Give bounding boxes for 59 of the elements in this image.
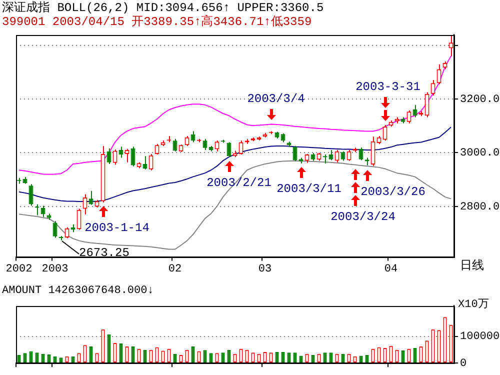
- chart-title: 深证成指 BOLL(26,2) MID:3094.656↑ UPPER:3360.5: [2, 1, 324, 15]
- candlestick: [430, 79, 436, 96]
- y-axis-title: X10万: [458, 299, 489, 311]
- text: 日线: [460, 258, 484, 273]
- annotation: 2003/2/21: [206, 176, 272, 190]
- candlestick: [448, 34, 454, 57]
- x-tick-label: 02: [168, 263, 182, 276]
- candlestick: [130, 146, 136, 167]
- y-tick-label: 3000.0: [460, 148, 500, 160]
- y-tick-label: 100000: [460, 331, 500, 344]
- candlestick: [184, 136, 190, 146]
- candlestick: [118, 146, 124, 158]
- candlestick: [328, 149, 334, 161]
- candlestick: [124, 148, 130, 163]
- x-tick-label: 03: [258, 263, 272, 276]
- annotation: 2003/3/11: [276, 182, 342, 196]
- candlestick: [40, 205, 46, 218]
- candlestick: [88, 190, 94, 206]
- x-tick-label: 2003: [42, 263, 68, 276]
- chart-subtitle: 399001 2003/04/15 开3389.35↑高3436.71↑低3359: [2, 15, 313, 29]
- annotation: 2003-1-14: [84, 221, 150, 236]
- annotation: 2003/3/26: [360, 185, 426, 200]
- candlestick: [292, 145, 298, 162]
- candlestick: [226, 142, 232, 158]
- candlestick: [82, 194, 88, 215]
- candlestick: [334, 149, 340, 163]
- candlestick: [370, 136, 376, 166]
- y-tick-label: 2800.0: [460, 201, 500, 214]
- candlestick: [238, 140, 244, 156]
- candlestick: [214, 140, 220, 152]
- candlestick: [64, 226, 70, 239]
- x-tick-label: 2002: [6, 263, 32, 276]
- candlestick: [52, 220, 58, 238]
- candlestick: [340, 150, 346, 162]
- annotation: 2003-3-31: [356, 80, 420, 94]
- candlestick: [148, 154, 154, 171]
- candlestick: [112, 148, 118, 166]
- x-tick-label: 04: [384, 263, 398, 276]
- candlestick: [406, 110, 412, 124]
- annotation: 2673.25: [79, 246, 130, 260]
- candlestick: [190, 130, 196, 143]
- candlestick: [358, 147, 364, 161]
- annotation: 2003/3/4: [247, 92, 305, 106]
- candlestick: [436, 64, 442, 85]
- candlestick: [28, 184, 34, 206]
- candlestick: [142, 156, 148, 170]
- candlestick: [172, 138, 178, 152]
- annotation: 2003/3/24: [330, 210, 396, 224]
- candlestick: [154, 143, 160, 156]
- candlestick: [424, 92, 430, 118]
- chart-title: AMOUNT 14263067648.000↓: [2, 285, 154, 297]
- candlestick: [412, 104, 418, 118]
- candlestick: [346, 149, 352, 162]
- candlestick: [382, 124, 388, 142]
- candlestick: [202, 138, 208, 150]
- y-tick-label: 0: [460, 358, 467, 370]
- candlestick: [106, 148, 112, 164]
- y-tick-label: 3200.0: [460, 94, 500, 106]
- candlestick: [76, 208, 82, 230]
